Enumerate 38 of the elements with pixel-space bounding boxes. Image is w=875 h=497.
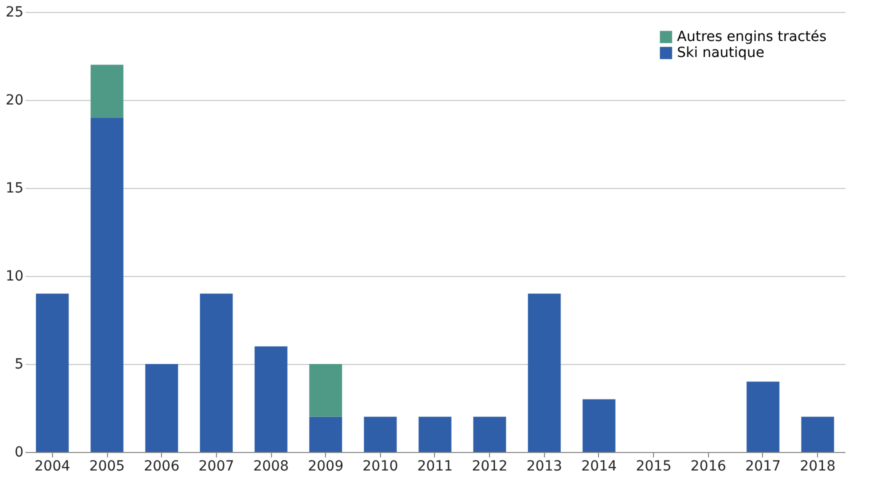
x-tick-label: 2006 (144, 458, 180, 474)
x-tick-label: 2009 (308, 458, 344, 474)
x-tick-label: 2007 (198, 458, 234, 474)
bar (90, 118, 124, 452)
x-tick-label: 2017 (745, 458, 781, 474)
y-tick-label: 25 (6, 4, 24, 20)
x-tick-label: 2015 (636, 458, 672, 474)
bar (309, 416, 342, 452)
bar (200, 294, 233, 452)
bar (145, 364, 178, 452)
x-tick-label: 2011 (417, 458, 453, 474)
bar (528, 294, 561, 452)
bar (364, 416, 397, 452)
bar (418, 416, 452, 452)
y-tick-label: 10 (6, 268, 24, 284)
bar (309, 364, 342, 417)
x-tick-label: 2016 (690, 458, 726, 474)
y-tick-label: 0 (14, 444, 24, 460)
bar (254, 346, 288, 452)
x-tick-label: 2005 (89, 458, 125, 474)
x-tick-label: 2008 (253, 458, 289, 474)
x-tick-label: 2014 (581, 458, 617, 474)
bar (801, 416, 834, 452)
bar (473, 416, 506, 452)
bar (36, 294, 69, 452)
bar (90, 64, 124, 118)
x-tick-label: 2010 (362, 458, 398, 474)
x-tick-label: 2004 (34, 458, 70, 474)
legend-label: Autres engins tractés (677, 29, 827, 45)
x-tick-label: 2012 (472, 458, 508, 474)
x-tick-label: 2018 (800, 458, 836, 474)
bar (582, 399, 616, 452)
y-tick-label: 20 (6, 92, 24, 108)
x-tick-label: 2013 (526, 458, 562, 474)
y-tick-label: 5 (14, 356, 24, 372)
y-tick-label: 15 (6, 180, 24, 196)
bar (746, 382, 780, 452)
legend-label: Ski nautique (677, 45, 764, 61)
